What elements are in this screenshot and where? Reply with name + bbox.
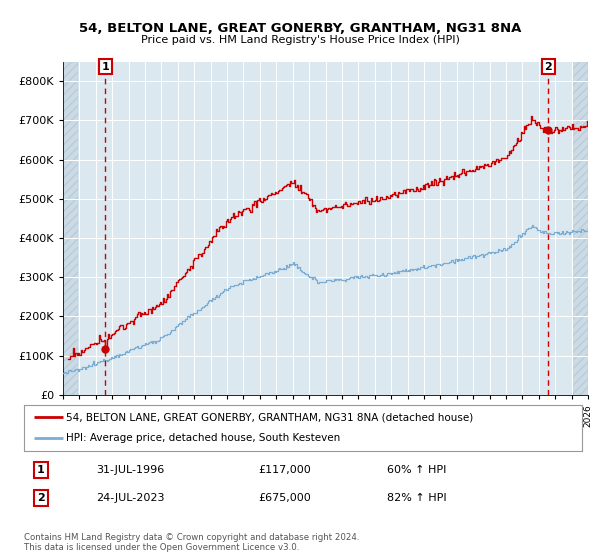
Text: £675,000: £675,000 xyxy=(259,493,311,503)
Text: £117,000: £117,000 xyxy=(259,465,311,475)
Text: 31-JUL-1996: 31-JUL-1996 xyxy=(97,465,165,475)
Bar xyxy=(63,62,78,395)
Text: 1: 1 xyxy=(37,465,44,475)
Text: Price paid vs. HM Land Registry's House Price Index (HPI): Price paid vs. HM Land Registry's House … xyxy=(140,35,460,45)
Text: Contains HM Land Registry data © Crown copyright and database right 2024.: Contains HM Land Registry data © Crown c… xyxy=(24,533,359,542)
Text: 2: 2 xyxy=(544,62,552,72)
Text: 1: 1 xyxy=(101,62,109,72)
Text: 54, BELTON LANE, GREAT GONERBY, GRANTHAM, NG31 8NA (detached house): 54, BELTON LANE, GREAT GONERBY, GRANTHAM… xyxy=(66,412,473,422)
Text: 82% ↑ HPI: 82% ↑ HPI xyxy=(387,493,446,503)
Text: 60% ↑ HPI: 60% ↑ HPI xyxy=(387,465,446,475)
Text: HPI: Average price, detached house, South Kesteven: HPI: Average price, detached house, Sout… xyxy=(66,433,340,444)
Text: 24-JUL-2023: 24-JUL-2023 xyxy=(97,493,165,503)
Text: 2: 2 xyxy=(37,493,44,503)
Text: 54, BELTON LANE, GREAT GONERBY, GRANTHAM, NG31 8NA: 54, BELTON LANE, GREAT GONERBY, GRANTHAM… xyxy=(79,22,521,35)
Text: This data is licensed under the Open Government Licence v3.0.: This data is licensed under the Open Gov… xyxy=(24,543,299,552)
Bar xyxy=(573,62,588,395)
